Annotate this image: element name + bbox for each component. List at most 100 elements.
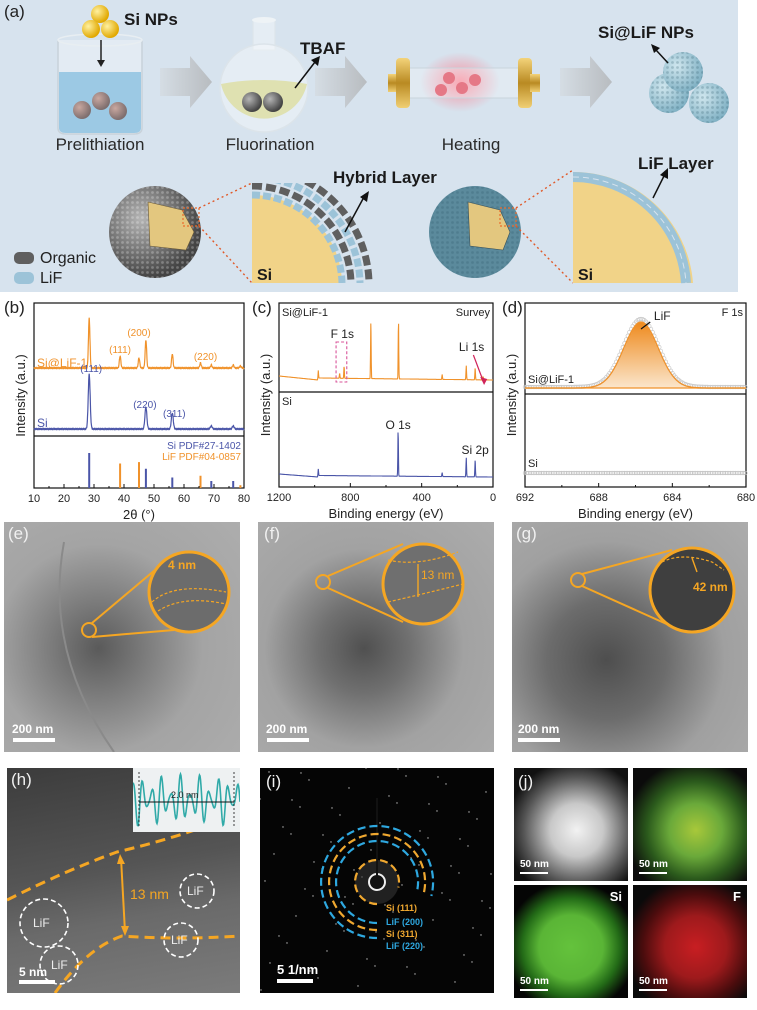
si-core-label-right: Si [578,267,593,284]
diffraction-spot [286,942,288,944]
diffraction-spot [264,880,266,882]
diffraction-spot [427,837,429,839]
xrd-peak-label: (111) [109,345,131,356]
saed-ring [320,824,435,940]
xrd-legend-si-lif: Si@LiF-1 [37,356,88,370]
lif-region-4: LiF [171,933,188,947]
scalebar-f [267,738,309,742]
xps-annotation-si2p: Si 2p [461,443,489,457]
scalebar-label-j1: 50 nm [520,859,549,870]
diffraction-spot [273,853,275,855]
diffraction-spot [335,923,337,925]
heating-tube-icon [388,52,540,112]
diffraction-spot [268,771,270,773]
scalebar-j4 [639,989,667,991]
xps-survey-xtick-label: 400 [412,492,430,504]
xps-survey-title: Survey [456,307,491,319]
f1s-si-data-point [743,470,748,476]
tem-e-thickness: 4 nm [168,558,197,572]
diffraction-spot [331,807,333,809]
diffraction-spot [357,985,359,987]
eds-overlay-map: 50 nm [633,768,747,881]
saed-ring [353,858,401,906]
f1s-highlight-box [335,341,348,383]
process-arrow-1 [160,56,212,108]
diffraction-spot [450,865,452,867]
diffraction-spot [290,833,292,835]
xps-survey-ylabel: Intensity (a.u.) [258,354,273,436]
diffraction-spot [459,838,461,840]
xps-f1s-xlabel: Binding energy (eV) [578,506,693,521]
hybrid-layer-callout: Hybrid Layer [333,168,437,187]
diffraction-spot [419,830,421,832]
schematic-svg: Si NPs TBAF [14,5,729,287]
panel-label-c: (c) [252,298,272,317]
diffraction-spot [414,973,416,975]
xps-survey-chart: 1200 800 400 0 Binding energy (eV) Intensity … [258,302,496,521]
diffraction-spot [366,958,368,960]
legend-label-organic: Organic [40,250,96,267]
lif-region-1: LiF [33,916,50,930]
diffraction-spot [383,938,385,940]
ring-label-si-111: Si (111) [386,903,418,913]
tem-e-overlay [58,541,231,752]
diffraction-spot [308,779,310,781]
legend: Organic LiF [14,250,96,287]
xps-f1s-label-si-lif: Si@LiF-1 [528,374,574,386]
diffraction-spot [437,776,439,778]
diffraction-spot [405,775,407,777]
tem-image-g: 42 nm (g) 200 nm [512,522,748,752]
xps-survey-xtick-label: 0 [490,492,496,504]
scalebar-g [518,738,560,742]
xrd-xtick-label: 40 [118,493,130,505]
xrd-xtick-label: 20 [58,493,70,505]
diffraction-spot [428,803,430,805]
diffraction-spot [463,954,465,956]
process-arrow-2 [315,56,367,108]
xrd-peak-label: (200) [127,328,150,339]
diffraction-spot [472,927,474,929]
diffraction-spot [344,896,346,898]
xps-survey-xtick-label: 1200 [267,492,291,504]
lif-region-2: LiF [51,958,68,972]
product-callout: Si@LiF NPs [598,23,694,42]
product-arrow-icon [651,44,669,64]
xps-survey-series-si [279,432,493,478]
diffraction-spot [339,814,341,816]
diffraction-spot [449,899,451,901]
diffraction-spot [418,864,420,866]
scalebar-label-g: 200 nm [518,722,560,736]
xrd-ylabel: Intensity (a.u.) [13,354,28,436]
xrd-series-si-lif [33,317,245,370]
hrtem-image-h: 13 nm LiF LiF LiF LiF (h) 5 nm 2.0 nm [7,768,240,993]
xps-survey-series-si-lif [279,323,493,381]
tem-f-thickness: 13 nm [421,568,455,582]
diffraction-spot [259,798,261,800]
diffraction-spot [415,939,417,941]
down-arrow-icon [97,40,105,67]
xrd-series-si [33,373,245,431]
si-nanoparticles-icon [82,5,119,38]
diffraction-spot [388,795,390,797]
diffraction-spot [471,961,473,963]
xrd-peak-label: (220) [133,400,156,411]
panel-label-e: (e) [8,524,29,543]
diffraction-spot [445,783,447,785]
f1s-data-point [741,384,746,390]
diffraction-spot [485,791,487,793]
scalebar-i [277,979,313,983]
diffraction-spot [490,873,492,875]
panel-label-b: (b) [4,298,25,317]
tem-image-e: 4 nm (e) 200 nm [4,522,240,752]
diffraction-spot [467,845,469,847]
xrd-peak-label: (220) [194,352,217,363]
xps-survey-xlabel: Binding energy (eV) [329,506,444,521]
scalebar-label-f: 200 nm [266,722,308,736]
eds-f-title: F [733,889,741,904]
xps-f1s-xtick-label: 680 [737,492,755,504]
scalebar-label-j4: 50 nm [639,976,668,987]
si-nps-callout: Si NPs [124,10,178,29]
xrd-xtick-label: 80 [238,493,250,505]
diffraction-spot [348,787,350,789]
diffraction-spot [269,962,271,964]
